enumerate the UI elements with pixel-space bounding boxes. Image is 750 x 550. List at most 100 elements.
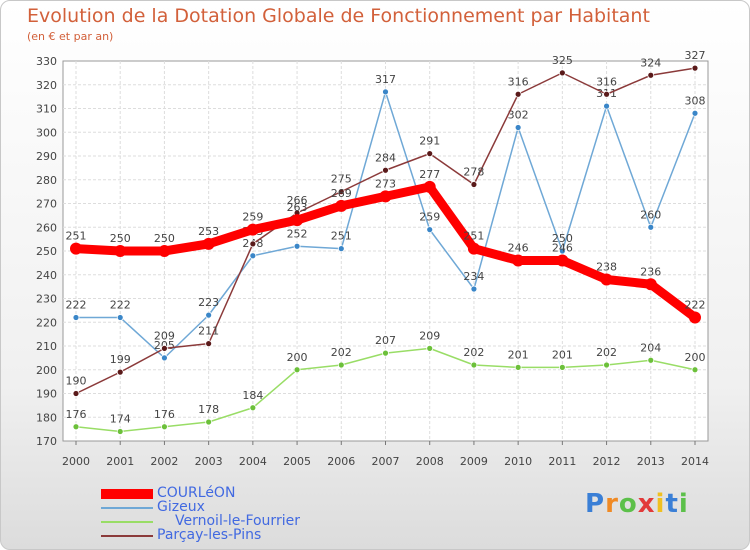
data-point (116, 314, 124, 321)
data-point (603, 361, 610, 369)
data-point (116, 428, 124, 435)
data-point (689, 311, 701, 324)
data-label: 176 (154, 408, 175, 421)
series-vernoil-le-fourrier: 176 174 176 178 184 200 202 207 209 202 201 201 202 2… (66, 329, 706, 435)
data-label: 202 (463, 346, 484, 359)
logo-letter: i (678, 489, 689, 519)
data-point (72, 423, 80, 431)
legend-swatch (101, 489, 153, 499)
data-label: 250 (110, 232, 131, 245)
series-courl-on: 251 250 250 253 259 263 269 273 277 251 246 246 238 2… (66, 168, 706, 324)
data-point (72, 314, 80, 321)
data-label: 252 (287, 227, 308, 240)
data-point (603, 90, 610, 98)
logo-letter: x (637, 489, 656, 519)
data-label: 251 (463, 230, 484, 243)
data-label: 174 (110, 413, 131, 426)
logo-letter: P (585, 489, 606, 519)
logo-letter: o (618, 489, 638, 519)
data-point (426, 226, 434, 234)
data-label: 222 (66, 299, 87, 312)
logo-letter: r (605, 489, 619, 519)
data-point (467, 242, 480, 255)
data-point (202, 237, 215, 250)
x-tick-label: 2004 (239, 455, 267, 468)
y-tick-label: 190 (36, 388, 57, 401)
chart-title: Evolution de la Dotation Globale de Fonc… (27, 5, 650, 27)
data-point (426, 150, 434, 158)
data-label: 324 (640, 56, 661, 69)
x-tick-label: 2014 (681, 455, 709, 468)
x-tick-label: 2001 (106, 455, 134, 468)
data-point (470, 181, 478, 188)
data-point (647, 223, 655, 231)
y-tick-label: 200 (36, 364, 57, 377)
chart-subtitle: (en € et par an) (27, 30, 114, 43)
y-tick-label: 260 (36, 221, 57, 234)
y-tick-label: 220 (36, 316, 57, 329)
y-tick-label: 210 (36, 340, 57, 353)
x-tick-label: 2005 (283, 455, 311, 468)
data-label: 278 (463, 166, 484, 179)
data-label: 207 (375, 334, 396, 347)
data-point (558, 363, 566, 371)
x-tick-label: 2002 (150, 455, 178, 468)
logo-letter: t (665, 489, 679, 519)
y-tick-label: 270 (36, 198, 57, 211)
data-point (691, 366, 699, 374)
data-point (205, 340, 213, 348)
data-label: 190 (66, 375, 87, 388)
data-label: 200 (287, 351, 308, 364)
data-label: 246 (508, 242, 529, 255)
y-tick-label: 180 (36, 411, 57, 424)
data-label: 317 (375, 73, 396, 86)
x-tick-label: 2000 (62, 455, 90, 468)
data-point (335, 199, 348, 212)
data-label: 251 (331, 230, 352, 243)
legend-swatch (101, 521, 153, 523)
data-label: 263 (287, 201, 308, 214)
data-point (249, 404, 257, 412)
data-point (246, 223, 259, 236)
y-tick-label: 240 (36, 269, 57, 282)
data-label: 209 (154, 329, 175, 342)
data-point (291, 214, 304, 227)
x-tick-label: 2007 (372, 455, 400, 468)
y-tick-label: 170 (36, 435, 57, 448)
data-label: 199 (110, 353, 131, 366)
data-point (116, 368, 124, 376)
data-label: 275 (331, 173, 352, 186)
data-point (647, 356, 655, 364)
data-point (293, 366, 301, 374)
data-label: 184 (242, 389, 263, 402)
data-point (382, 166, 389, 174)
data-label: 222 (685, 299, 706, 312)
y-tick-label: 290 (36, 150, 57, 163)
data-label: 284 (375, 151, 396, 164)
data-point (691, 109, 699, 117)
x-tick-label: 2012 (593, 455, 621, 468)
data-point (558, 69, 566, 77)
data-point (558, 247, 566, 255)
legend-label: Vernoil-le-Fourrier (175, 513, 300, 529)
data-label: 302 (508, 109, 529, 122)
data-label: 211 (198, 325, 219, 338)
data-label: 246 (552, 242, 573, 255)
data-point (205, 311, 213, 319)
data-label: 178 (198, 403, 219, 416)
x-tick-label: 2011 (548, 455, 576, 468)
data-label: 269 (331, 187, 352, 200)
data-label: 251 (66, 230, 87, 243)
data-label: 308 (685, 94, 706, 107)
data-label: 209 (419, 329, 440, 342)
data-point (514, 363, 522, 371)
data-point (691, 64, 699, 72)
data-point (647, 71, 655, 79)
data-point (470, 361, 478, 369)
legend-label: Parçay-les-Pins (157, 527, 262, 543)
data-label: 325 (552, 54, 573, 67)
data-label: 176 (66, 408, 87, 421)
data-point (470, 285, 478, 293)
